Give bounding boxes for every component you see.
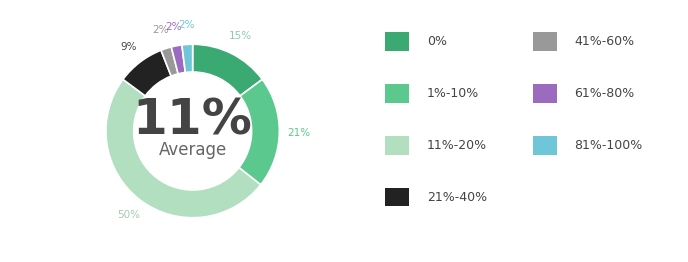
Text: 2%: 2% [164, 22, 181, 32]
Text: 50%: 50% [117, 210, 140, 220]
Text: 9%: 9% [120, 42, 137, 52]
FancyBboxPatch shape [385, 84, 409, 103]
Wedge shape [193, 44, 262, 96]
FancyBboxPatch shape [385, 136, 409, 155]
Text: 21%: 21% [287, 128, 310, 138]
Text: 2%: 2% [178, 20, 194, 30]
FancyBboxPatch shape [533, 136, 557, 155]
Wedge shape [182, 44, 193, 73]
FancyBboxPatch shape [385, 32, 409, 51]
FancyBboxPatch shape [385, 188, 409, 206]
Wedge shape [106, 79, 261, 218]
FancyBboxPatch shape [533, 84, 557, 103]
Text: 81%-100%: 81%-100% [574, 139, 643, 152]
Text: 11%-20%: 11%-20% [427, 139, 487, 152]
Text: 21%-40%: 21%-40% [427, 190, 487, 204]
Text: 2%: 2% [152, 25, 169, 35]
FancyBboxPatch shape [533, 32, 557, 51]
Text: 1%-10%: 1%-10% [427, 87, 479, 100]
Text: 15%: 15% [228, 31, 252, 41]
Text: 41%-60%: 41%-60% [574, 35, 635, 48]
Wedge shape [171, 45, 185, 74]
Text: 0%: 0% [427, 35, 447, 48]
Text: 61%-80%: 61%-80% [574, 87, 635, 100]
Wedge shape [239, 79, 279, 185]
Text: Average: Average [158, 141, 227, 159]
Text: 11%: 11% [133, 97, 252, 145]
Wedge shape [123, 50, 171, 96]
Wedge shape [161, 47, 178, 76]
